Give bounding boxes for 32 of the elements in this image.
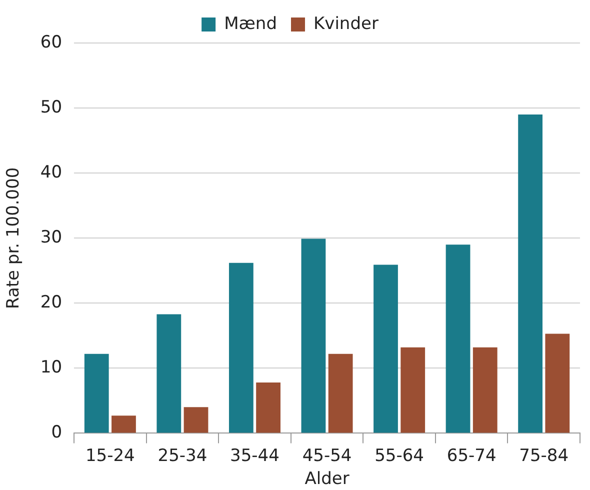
x-tick-label: 15-24 [85,446,135,466]
bar [374,264,398,433]
x-tick-label: 75-84 [519,446,569,466]
x-tick-label: 35-44 [230,446,280,466]
bar [84,354,109,433]
bar [446,244,470,433]
bar [545,334,570,433]
bar [228,262,254,433]
x-axis-title: Alder [304,469,350,490]
y-tick-label: 60 [40,32,62,52]
legend-label: Mænd [224,14,277,34]
y-tick-label: 0 [51,422,62,443]
bar [472,347,498,433]
bar [400,347,426,433]
bar [256,382,280,433]
bar [518,114,543,433]
bar [112,416,136,433]
x-tick-label: 45-54 [302,446,352,466]
bar [156,314,182,433]
x-tick-label: 65-74 [446,446,496,466]
y-tick-label: 10 [40,358,62,378]
y-tick-label: 50 [40,97,62,118]
bar [184,407,208,433]
y-tick-label: 20 [40,292,62,313]
x-tick-label: 55-64 [374,446,424,466]
y-axis-title: Rate pr. 100.000 [4,167,24,309]
x-tick-label: 25-34 [158,446,208,466]
y-tick-label: 30 [40,228,62,248]
y-tick-label: 40 [40,162,62,182]
legend-label: Kvinder [313,14,378,34]
bar [328,354,353,433]
bar [301,238,326,433]
